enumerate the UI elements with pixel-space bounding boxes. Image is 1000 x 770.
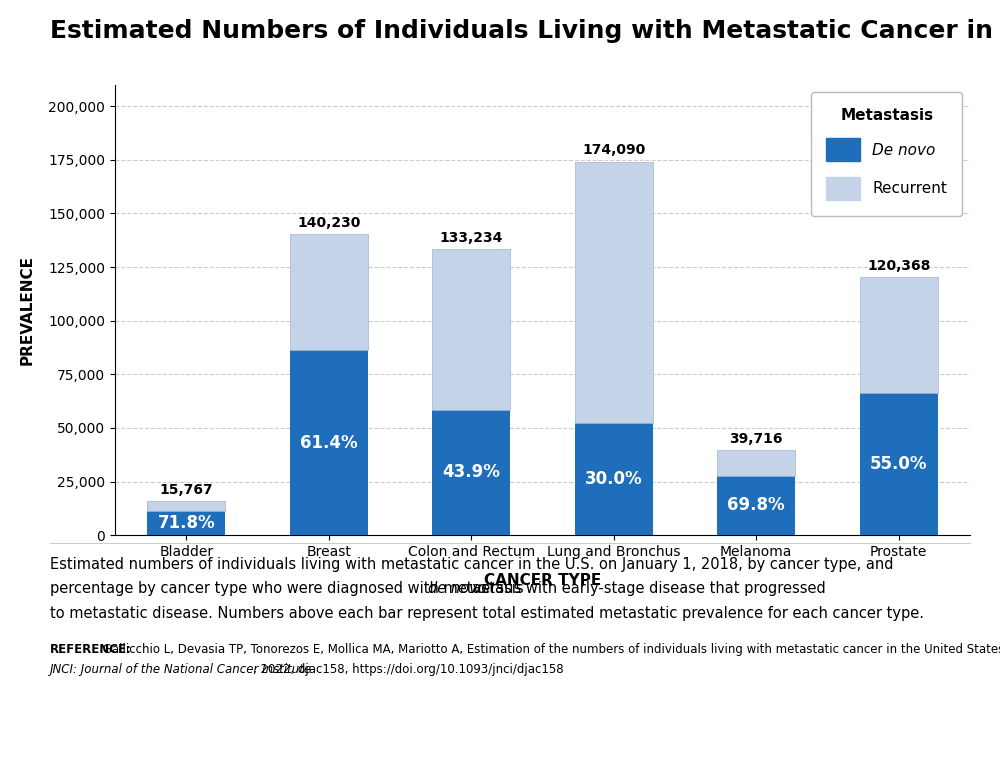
Text: 174,090: 174,090 [582,143,645,157]
Text: 120,368: 120,368 [867,259,930,273]
Y-axis label: PREVALENCE: PREVALENCE [19,255,34,365]
Text: 71.8%: 71.8% [157,514,215,532]
Text: 69.8%: 69.8% [727,497,785,514]
Text: 133,234: 133,234 [440,231,503,245]
Text: REFERENCE:: REFERENCE: [50,643,132,656]
Text: 39,716: 39,716 [730,432,783,446]
Text: versus with early-stage disease that progressed: versus with early-stage disease that pro… [468,581,826,596]
Bar [860,393,938,535]
Bar [432,249,510,410]
Bar [432,410,510,535]
Legend: De novo, Recurrent: De novo, Recurrent [811,92,962,216]
Bar [290,350,368,535]
Bar [290,234,368,350]
Text: , 2022, djac158, https://doi.org/10.1093/jnci/djac158: , 2022, djac158, https://doi.org/10.1093… [253,663,564,676]
Text: Estimated Numbers of Individuals Living with Metastatic Cancer in the U.S.: Estimated Numbers of Individuals Living … [50,19,1000,43]
Bar [575,424,653,535]
Text: 61.4%: 61.4% [300,434,358,452]
Bar [575,162,653,424]
Bar [717,450,795,476]
Text: 30.0%: 30.0% [585,470,643,488]
Text: percentage by cancer type who were diagnosed with metastasis: percentage by cancer type who were diagn… [50,581,528,596]
Text: JNCI: Journal of the National Cancer Institute: JNCI: Journal of the National Cancer Ins… [50,663,312,676]
Bar [717,476,795,535]
Bar [147,511,225,535]
Text: 43.9%: 43.9% [442,464,500,481]
Text: Estimated numbers of individuals living with metastatic cancer in the U.S. on Ja: Estimated numbers of individuals living … [50,557,894,571]
Text: Gallicchio L, Devasia TP, Tonorezos E, Mollica MA, Mariotto A, Estimation of the: Gallicchio L, Devasia TP, Tonorezos E, M… [99,643,1000,656]
Text: de novo: de novo [428,581,487,596]
Text: 55.0%: 55.0% [870,455,928,473]
Bar [860,277,938,393]
Text: to metastatic disease. Numbers above each bar represent total estimated metastat: to metastatic disease. Numbers above eac… [50,606,924,621]
Text: 140,230: 140,230 [297,216,360,230]
X-axis label: CANCER TYPE: CANCER TYPE [484,573,601,588]
Bar [147,501,225,511]
Text: 15,767: 15,767 [159,483,213,497]
